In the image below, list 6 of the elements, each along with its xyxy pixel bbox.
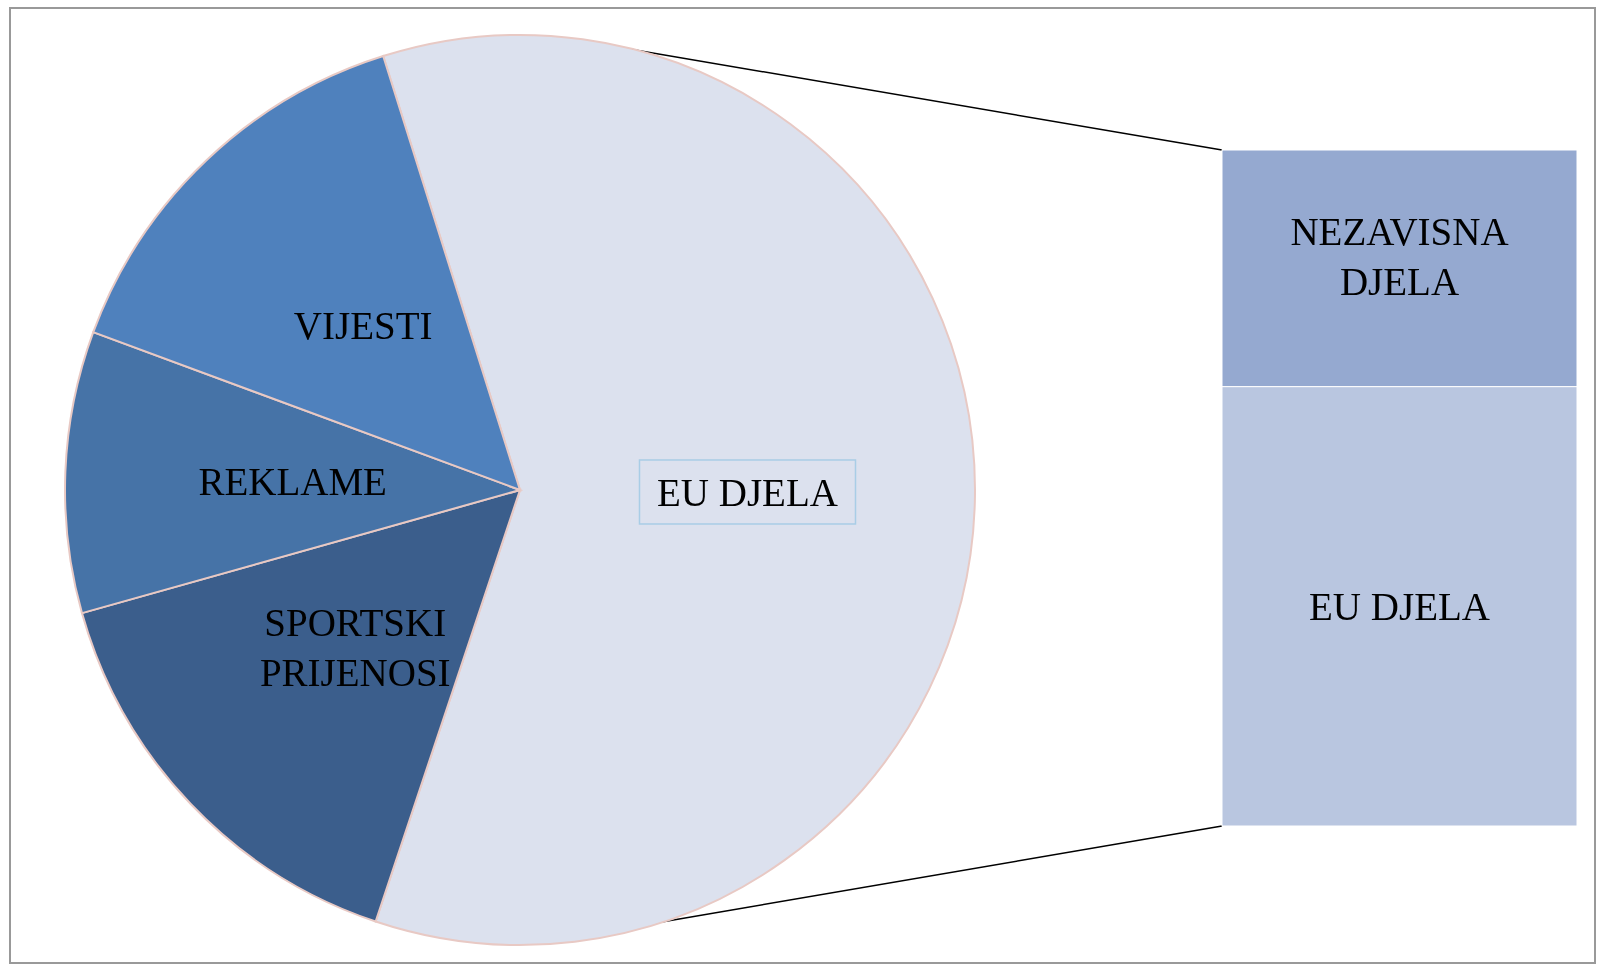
slice-label: REKLAME xyxy=(198,459,387,503)
slice-label: SPORTSKI PRIJENOSI xyxy=(259,600,451,694)
series-label: EU DJELA xyxy=(1309,584,1490,628)
slice-label: VIJESTI xyxy=(293,303,433,347)
slice-label: EU DJELA xyxy=(657,470,838,514)
series-label: NEZAVISNA DJELA xyxy=(1290,209,1509,303)
